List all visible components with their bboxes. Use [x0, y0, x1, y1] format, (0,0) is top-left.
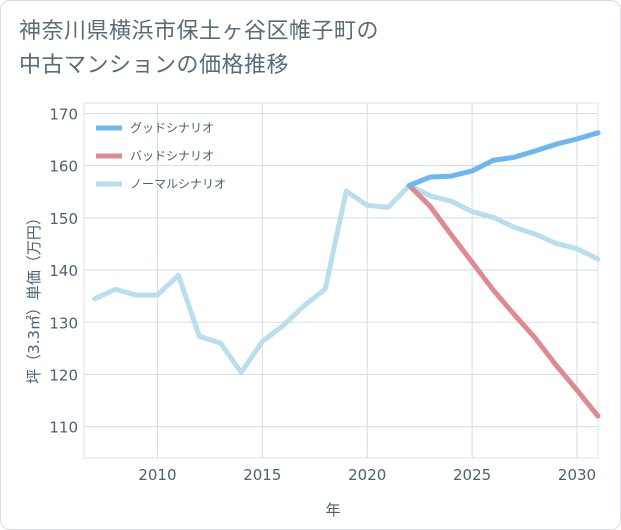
y-axis-ticks: 110 120 130 140 150 160 170	[49, 105, 78, 436]
chart-title: 神奈川県横浜市保土ヶ谷区帷子町の 中古マンションの価格推移	[19, 15, 609, 83]
chart-title-line-1: 神奈川県横浜市保土ヶ谷区帷子町の	[19, 19, 380, 44]
y-axis-label: 坪（3.3㎡）単価（万円）	[25, 210, 43, 384]
x-tick-label: 2030	[558, 466, 596, 484]
y-tick-label: 170	[49, 105, 78, 123]
y-tick-label: 140	[49, 262, 78, 280]
x-tick-label: 2025	[453, 466, 491, 484]
x-tick-label: 2020	[348, 466, 386, 484]
series-line-1	[406, 183, 601, 419]
x-tick-label: 2015	[243, 466, 281, 484]
y-tick-label: 160	[49, 158, 78, 176]
y-tick-label: 130	[49, 314, 78, 332]
legend-item-label: バッドシナリオ	[130, 149, 214, 163]
series-line-2	[92, 183, 601, 375]
y-tick-label: 110	[49, 419, 78, 437]
legend-item-label: ノーマルシナリオ	[130, 177, 226, 191]
x-axis-label: 年	[325, 501, 340, 519]
grid	[84, 103, 598, 458]
series-lines	[92, 130, 601, 419]
x-axis-ticks: 2010 2015 2020 2025 2030	[138, 466, 596, 484]
y-tick-label: 150	[49, 210, 78, 228]
y-tick-label: 120	[49, 366, 78, 384]
chart-title-line-2: 中古マンションの価格推移	[19, 53, 290, 78]
series-line-0	[406, 130, 601, 188]
x-tick-label: 2010	[138, 466, 176, 484]
legend-item-label: グッドシナリオ	[130, 121, 214, 135]
